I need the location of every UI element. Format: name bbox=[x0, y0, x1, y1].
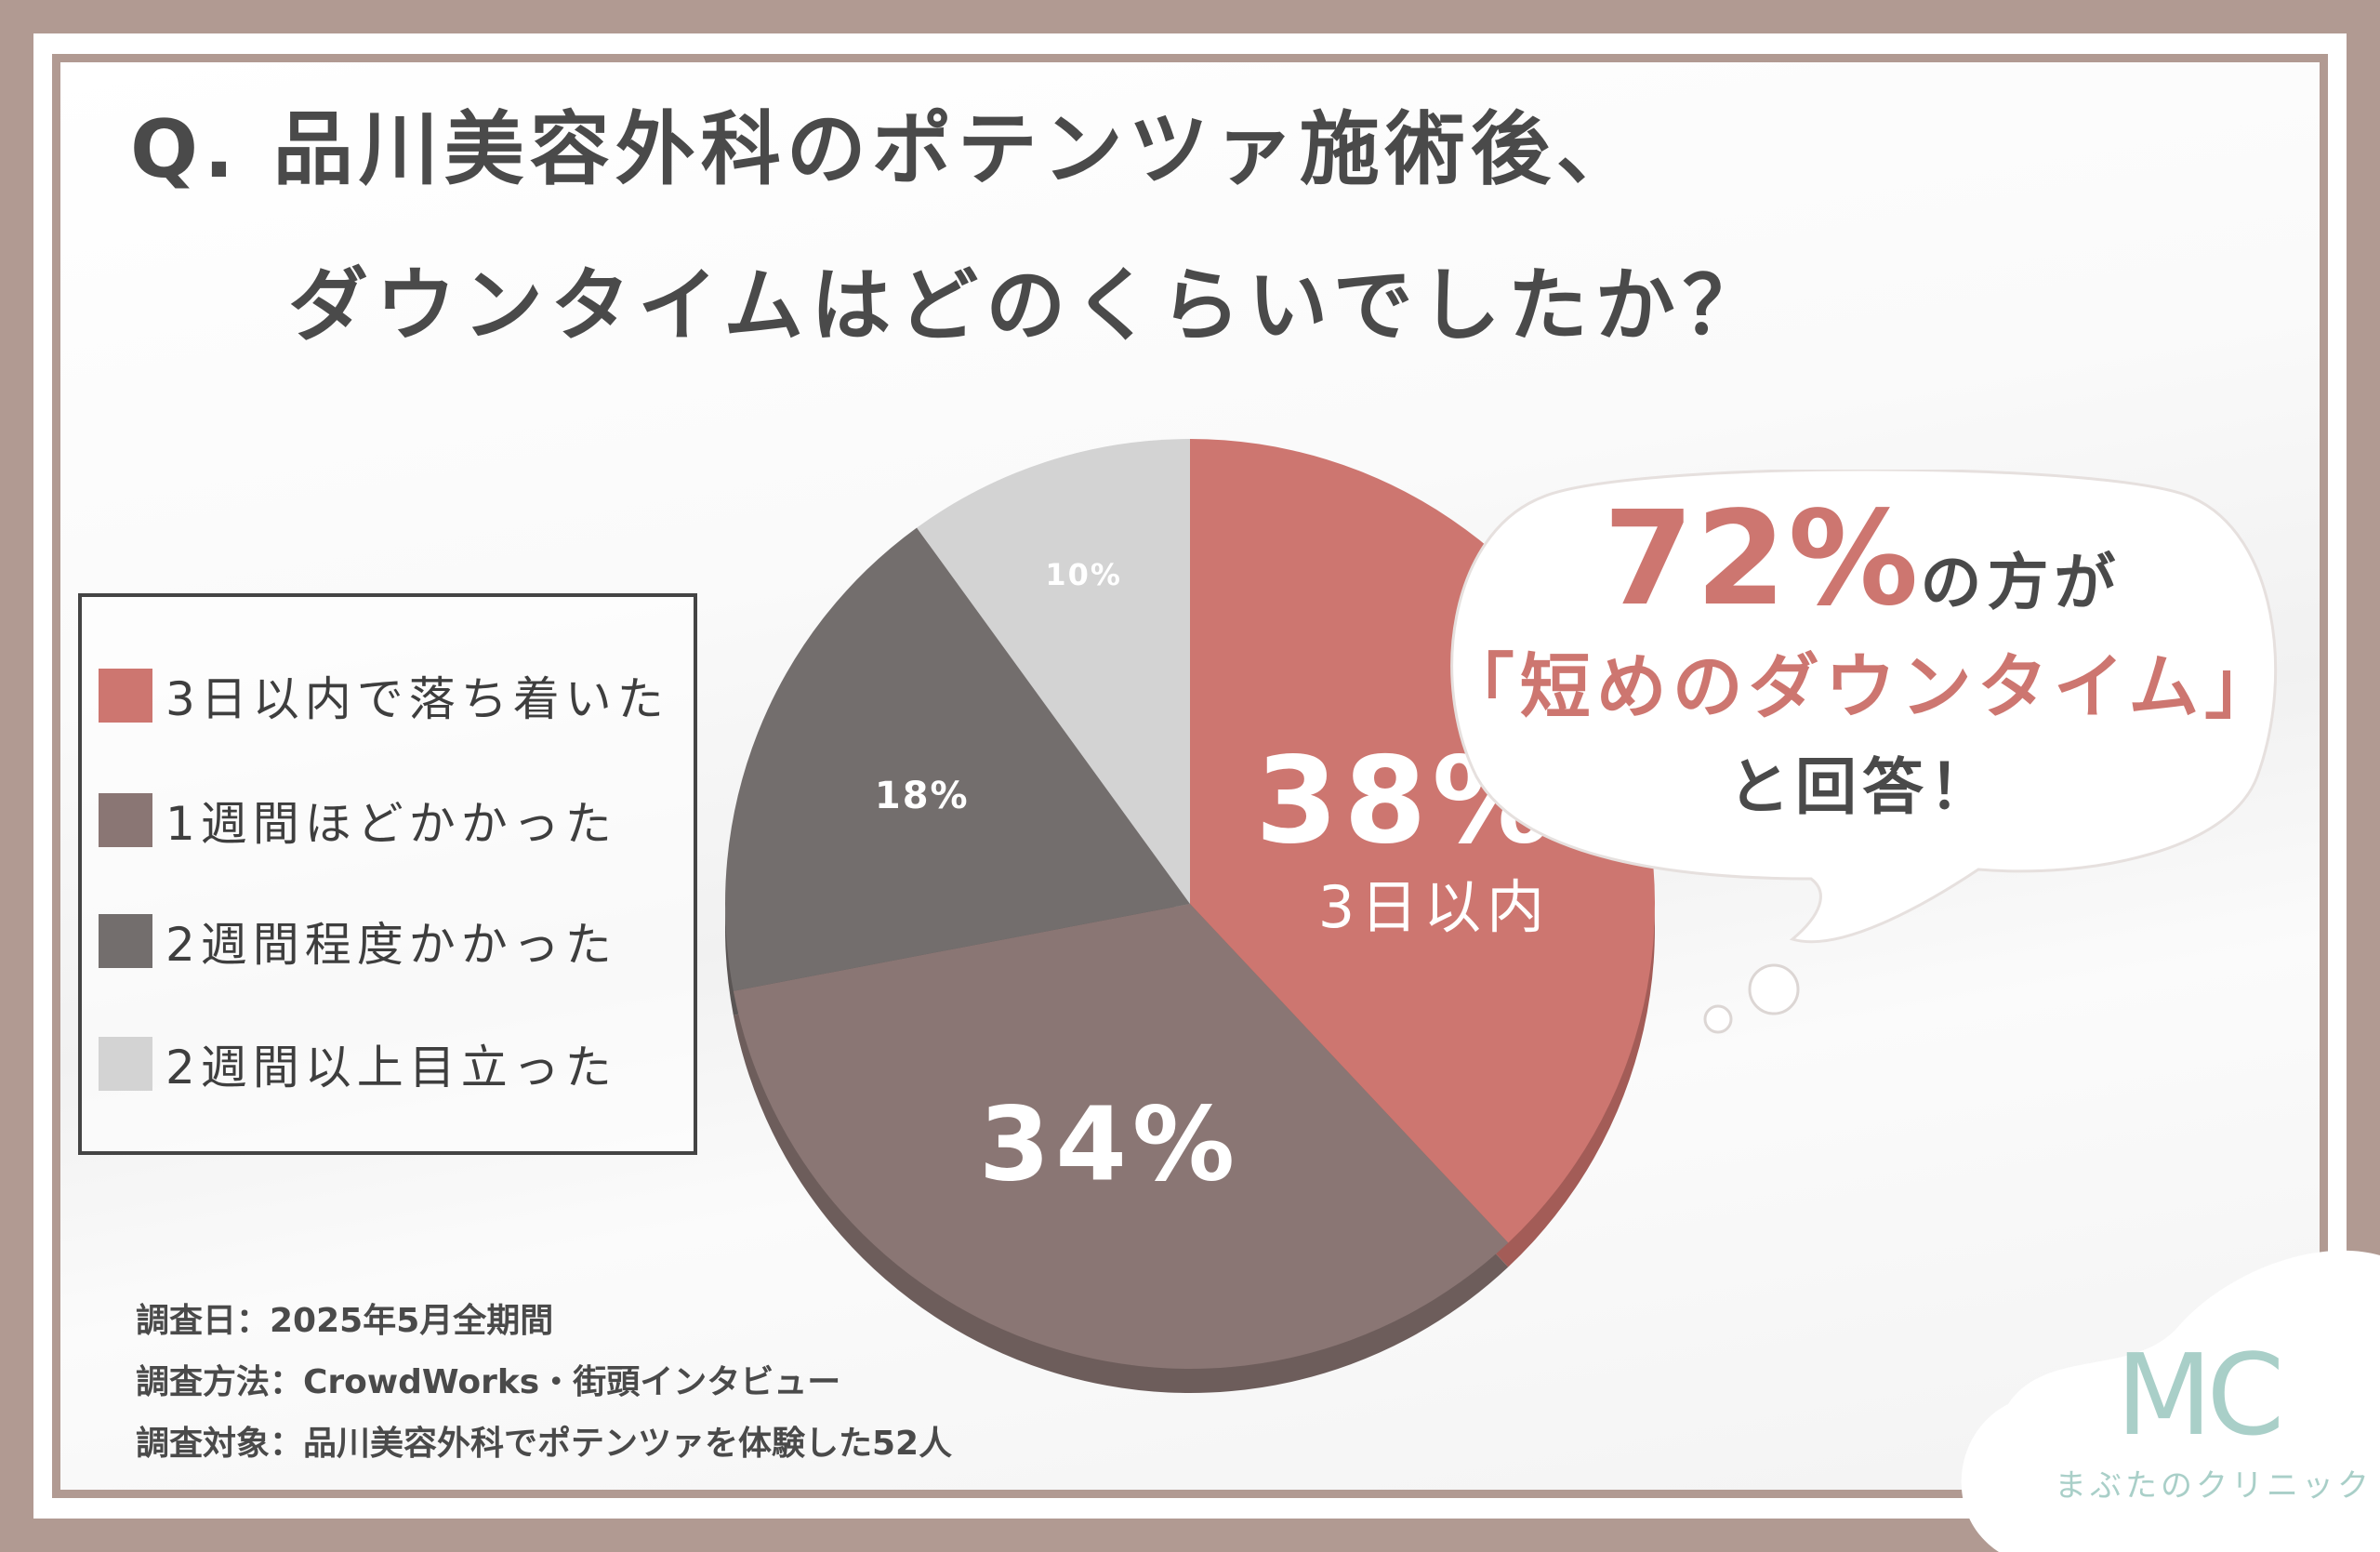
pie-label-18: 18% bbox=[875, 775, 970, 817]
callout-text: 72%の方が 「短めのダウンタイム」 と回答！ bbox=[1439, 484, 2285, 827]
pie-label-34: 34% bbox=[979, 1085, 1240, 1204]
legend-swatch bbox=[99, 669, 152, 723]
legend-label: 3日以内で落ち着いた bbox=[165, 672, 669, 726]
logo-mark: MC bbox=[2116, 1332, 2284, 1461]
survey-info: 調査日：2025年5月全期間 調査方法：CrowdWorks・街頭インタビュー … bbox=[136, 1291, 952, 1475]
callout-ending: と回答！ bbox=[1728, 751, 1996, 823]
callout-quote: 「短めのダウンタイム」 bbox=[1443, 645, 2281, 728]
legend-item-1week: 1週間ほどかかった bbox=[99, 792, 617, 851]
bubble-dot-large bbox=[1748, 963, 1800, 1015]
survey-method: 調査方法：CrowdWorks・街頭インタビュー bbox=[136, 1363, 841, 1401]
bubble-dot-small bbox=[1703, 1004, 1733, 1034]
bubble-body bbox=[1450, 470, 2278, 944]
legend-label: 2週間以上目立った bbox=[165, 1041, 617, 1094]
legend-swatch bbox=[99, 793, 152, 847]
speech-bubble bbox=[1450, 470, 2278, 944]
logo-background bbox=[1961, 1250, 2380, 1552]
callout-percent: 72% bbox=[1603, 484, 1921, 635]
bubble-dots bbox=[1703, 963, 1800, 1034]
legend-label: 1週間ほどかかった bbox=[165, 797, 617, 851]
legend-item-2weeks: 2週間程度かかった bbox=[99, 913, 617, 972]
legend: 3日以内で落ち着いた 1週間ほどかかった 2週間程度かかった 2週間以上目立った bbox=[78, 593, 697, 1155]
legend-label: 2週間程度かかった bbox=[165, 918, 617, 972]
survey-date: 調査日：2025年5月全期間 bbox=[136, 1302, 554, 1340]
survey-target: 調査対象：品川美容外科でポテンツァを体験した52人 bbox=[136, 1425, 953, 1463]
pie-slice-1week bbox=[733, 904, 1509, 1369]
legend-item-3days: 3日以内で落ち着いた bbox=[99, 668, 669, 726]
pie-sublabel-3days: 3日以内 bbox=[1318, 873, 1550, 941]
legend-swatch bbox=[99, 914, 152, 968]
pie-label-10: 10% bbox=[1045, 557, 1122, 592]
pie-slice-2weeks bbox=[725, 527, 1190, 991]
legend-item-over2weeks: 2週間以上目立った bbox=[99, 1036, 617, 1094]
logo-blob-shape bbox=[1961, 1250, 2380, 1552]
title-line-2: ダウンタイムはどのくらいでしたか？ bbox=[288, 259, 1770, 352]
callout-suffix: の方が bbox=[1920, 547, 2122, 618]
legend-swatch bbox=[99, 1037, 152, 1091]
title-line-1: Q. 品川美容外科のポテンツァ施術後、 bbox=[130, 103, 1642, 196]
pie-slice-over2weeks bbox=[917, 439, 1190, 904]
logo-name: まぶたのクリニック bbox=[2055, 1467, 2373, 1505]
